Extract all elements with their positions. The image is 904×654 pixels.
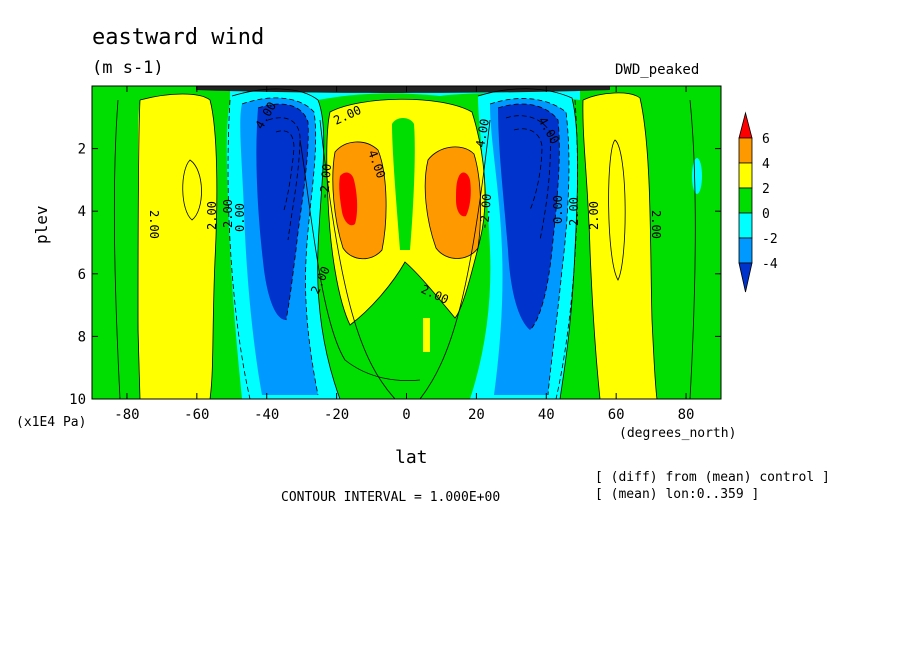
colorbar: 6 4 2 0 -2 -4 <box>738 111 778 293</box>
contour-line <box>326 98 486 326</box>
colorbar-label: 6 <box>762 132 770 147</box>
band-lt-neg4-south <box>256 104 309 320</box>
contour-label: 2.00 <box>221 199 235 228</box>
contour-line <box>182 159 202 221</box>
x-tick-label: 40 <box>538 407 555 423</box>
contour-lines <box>113 88 696 399</box>
y-tick-label: 8 <box>78 329 86 345</box>
contour-line-negative <box>257 103 309 321</box>
contour-line-negative <box>505 115 551 241</box>
contour-label: -2.00 <box>477 193 494 230</box>
colorbar-bin <box>738 162 753 189</box>
contour-label: 2.00 <box>649 210 663 239</box>
contour-line <box>608 139 626 281</box>
filled-contours <box>92 86 721 399</box>
x-tick-label: 60 <box>608 407 625 423</box>
band-4-6-south <box>332 141 387 259</box>
colorbar-label: 2 <box>762 182 770 197</box>
y-tick-label: 6 <box>78 267 86 283</box>
note-mean: [ (mean) lon:0..359 ] <box>595 487 760 502</box>
y-axis: 2 4 6 8 10 <box>69 142 721 408</box>
contour-line <box>424 146 482 259</box>
contour-label: -2.00 <box>317 163 334 200</box>
contour-label: 4.00 <box>473 118 492 149</box>
band-2-4-south <box>138 94 217 399</box>
colorbar-bin <box>738 212 753 239</box>
contour-line-negative <box>489 98 570 396</box>
x-axis: -80 -60 -40 -20 0 20 40 60 80 <box>114 86 694 423</box>
note-diff: [ (diff) from (mean) control ] <box>595 470 830 485</box>
x-tick-label: 80 <box>678 407 695 423</box>
contour-line <box>231 88 341 399</box>
contour-line-negative <box>513 128 543 211</box>
band-0-2-tongue <box>392 118 415 250</box>
contour-label: 2.00 <box>147 210 161 239</box>
contour-line <box>137 99 141 399</box>
y-axis-label: plev <box>32 205 51 244</box>
y-tick-label: 4 <box>78 204 86 220</box>
x-tick-label: -60 <box>184 407 209 423</box>
contour-interval-text: CONTOUR INTERVAL = 1.000E+00 <box>281 490 501 505</box>
band-gt6-south <box>339 172 358 226</box>
contour-label: 0.00 <box>233 203 247 232</box>
contour-line <box>139 93 218 399</box>
x-tick-label: -40 <box>254 407 279 423</box>
colorbar-bin <box>738 111 753 139</box>
y-axis-units: (x1E4 Pa) <box>16 415 87 430</box>
x-axis-units: (degrees_north) <box>619 426 737 441</box>
contour-line-negative <box>555 99 578 399</box>
contour-line-negative <box>267 117 301 241</box>
y-tick-label: 2 <box>78 142 86 158</box>
x-axis-label: lat <box>395 447 428 468</box>
experiment-label: DWD_peaked <box>615 62 700 78</box>
contour-line <box>689 99 696 399</box>
colorbar-bin <box>738 262 753 293</box>
colorbar-label: 0 <box>762 207 770 222</box>
contour-line <box>299 139 421 382</box>
contour-label: 2.00 <box>587 201 601 230</box>
contour-line <box>113 99 121 399</box>
x-tick-label: -80 <box>114 407 139 423</box>
contour-line <box>419 119 491 399</box>
colorbar-bin <box>738 187 753 214</box>
contour-label: 0.00 <box>551 195 565 224</box>
contour-line <box>582 92 658 399</box>
colorbar-bin <box>738 237 753 264</box>
band-2-4-north <box>582 93 657 399</box>
x-tick-label: 0 <box>402 407 410 423</box>
contour-line <box>332 141 387 260</box>
y-tick-label: 10 <box>69 392 86 408</box>
chart-units: (m s-1) <box>92 58 164 78</box>
contour-line-negative <box>227 99 251 399</box>
band-2-4-blob <box>423 318 430 352</box>
colorbar-label: -4 <box>762 257 778 272</box>
contour-line <box>582 99 601 399</box>
contour-label: 2.00 <box>205 201 219 230</box>
chart-title: eastward wind <box>92 25 265 50</box>
colorbar-bin <box>738 137 753 164</box>
contour-line-negative <box>275 130 295 211</box>
x-tick-label: 20 <box>468 407 485 423</box>
contour-line <box>319 119 396 399</box>
band-neg2-0-island <box>692 158 702 194</box>
contour-label: 2.00 <box>567 197 581 226</box>
contour-line-negative <box>241 97 319 396</box>
x-tick-label: -20 <box>324 407 349 423</box>
band-gt6-north <box>456 172 471 217</box>
colorbar-label: 4 <box>762 157 770 172</box>
colorbar-label: -2 <box>762 232 778 247</box>
band-lt-neg4-north <box>498 104 560 330</box>
